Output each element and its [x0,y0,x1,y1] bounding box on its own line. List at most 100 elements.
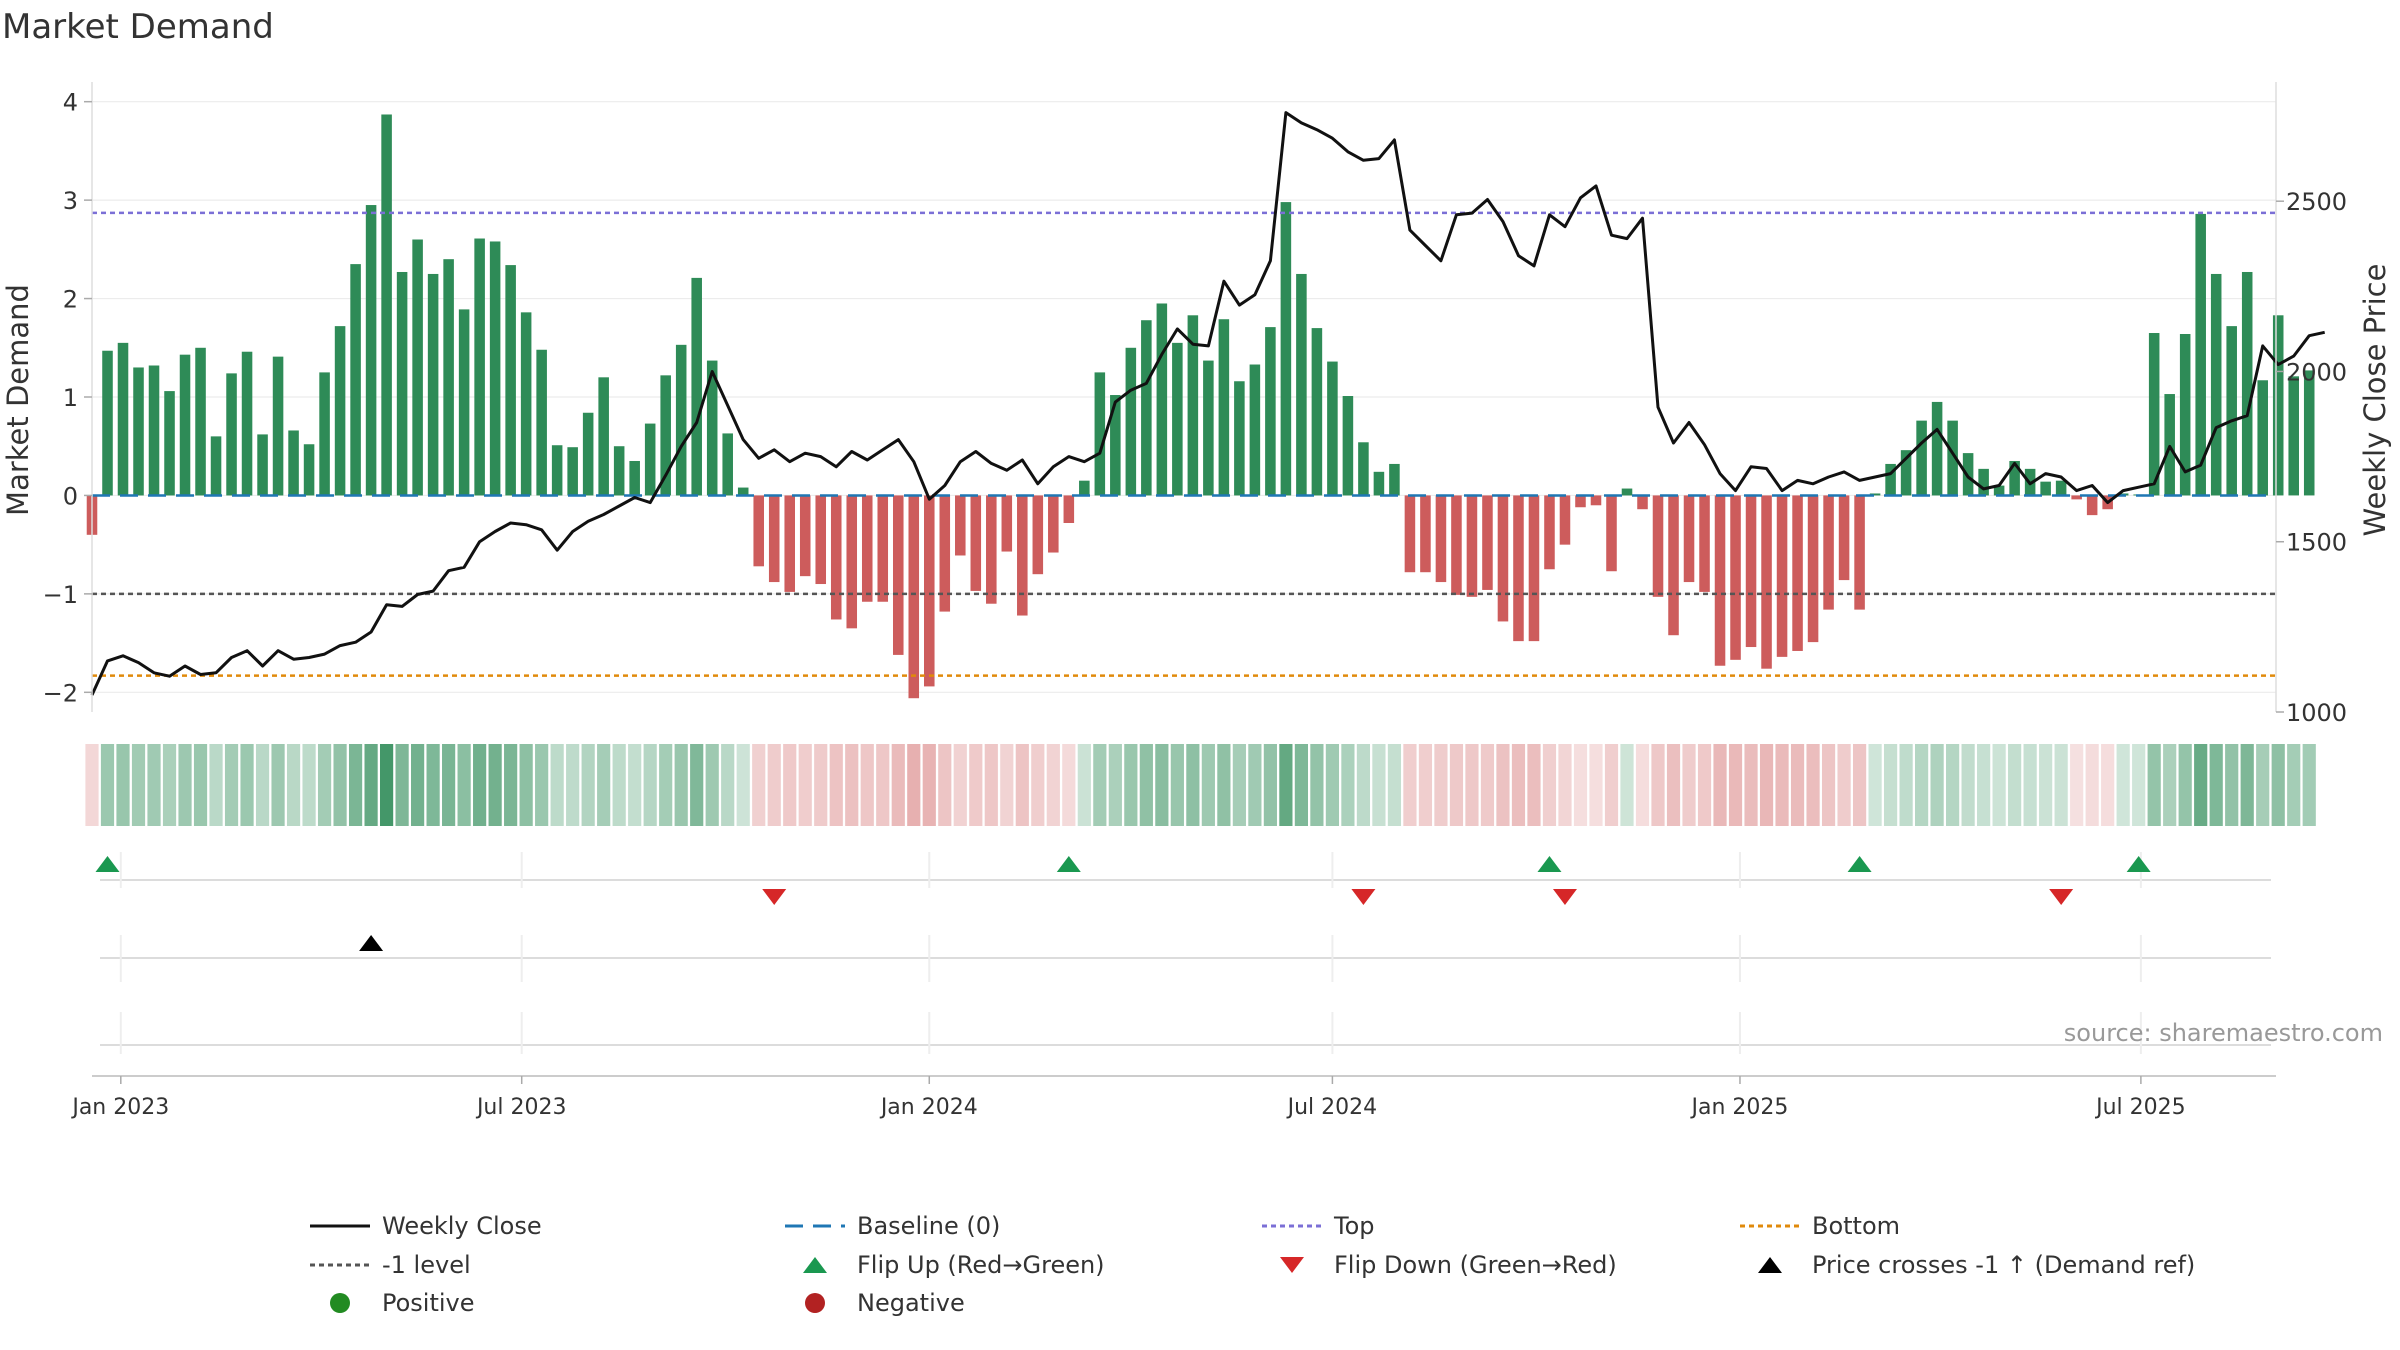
intensity-cell [1294,744,1308,826]
legend-negative-label: Negative [857,1289,965,1317]
intensity-cell [317,744,332,826]
intensity-cell [1883,744,1898,826]
intensity-cell [969,744,983,826]
intensity-cell [131,744,146,826]
source-note: source: sharemaestro.com [2064,1019,2383,1047]
intensity-cell [876,744,890,826]
flip-up-marker [1537,856,1562,872]
negative-demand-bar [1559,495,1571,545]
intensity-cell [1077,744,1091,826]
negative-demand-bar [1745,495,1757,648]
intensity-cell [2147,744,2161,826]
intensity-cell [721,744,735,826]
intensity-cell [178,744,192,826]
flip-down-marker [762,889,787,905]
intensity-cell [1651,744,1665,826]
positive-demand-bar [629,460,640,496]
positive-demand-bar [2195,213,2206,496]
flip-down-marker [2049,889,2074,905]
price-series [90,111,2326,696]
positive-demand-bar [644,423,656,496]
intensity-cell [1775,744,1789,826]
legend-flip-down-swatch [1280,1257,1304,1273]
intensity-cell [411,744,425,826]
flip-up-marker [2126,856,2151,872]
intensity-cell [2302,744,2316,826]
positive-demand-bar [1342,396,1354,496]
intensity-cell [1093,744,1107,826]
negative-demand-bar [830,495,842,620]
intensity-cell [1852,744,1867,826]
positive-demand-bar [2040,481,2051,496]
intensity-cell [829,744,843,826]
right-axis-label: Weekly Close Price [2358,264,2392,537]
negative-demand-bar [1017,495,1028,616]
x-tick-label: Jan 2024 [879,1095,978,1120]
x-tick-label: Jul 2024 [1286,1095,1378,1120]
intensity-cell [2070,744,2084,826]
intensity-cell [1046,744,1060,826]
positive-demand-bar [2226,326,2237,496]
negative-demand-bar [1714,495,1726,666]
intensity-cell [1155,744,1169,826]
intensity-cell [1946,744,1960,826]
intensity-cell [1325,744,1340,826]
intensity-cell [1418,744,1433,826]
negative-demand-bar [1590,495,1602,506]
legend-baseline-label: Baseline (0) [857,1212,1000,1240]
negative-demand-bar [768,495,780,583]
positive-demand-bar [598,377,609,496]
negative-demand-bar [1482,495,1493,590]
negative-demand-bar [1404,495,1416,573]
intensity-cell [1511,744,1526,826]
positive-demand-bar [505,265,516,496]
negative-demand-bar [1063,495,1075,523]
positive-demand-bar [1311,328,1323,496]
negative-demand-bar [986,495,997,604]
positive-demand-bar [2055,480,2067,496]
intensity-cell [1449,744,1464,826]
intensity-cell [1573,744,1588,826]
intensity-cell [488,744,502,826]
positive-demand-bar [2257,380,2268,496]
negative-demand-bar [1730,495,1741,660]
intensity-cell [1558,744,1572,826]
negative-demand-bar [1683,495,1695,583]
positive-demand-bar [443,259,454,496]
flip-down-marker [1351,889,1376,905]
negative-demand-bar [1048,495,1059,553]
intensity-cell [628,744,642,826]
intensity-cell [1341,744,1355,826]
positive-demand-bar [1869,493,1881,496]
intensity-cell [209,744,223,826]
intensity-cell [395,744,409,826]
negative-demand-bar [1420,495,1431,573]
positive-demand-bar [1079,480,1090,496]
intensity-cell [2132,744,2146,826]
positive-demand-bar [1187,315,1199,496]
negative-demand-bar [1001,495,1013,552]
intensity-cell [1527,744,1541,826]
demand-intensity-strip [85,744,2316,826]
positive-demand-bar [613,446,625,496]
intensity-cell [566,744,580,826]
intensity-cell [1744,744,1758,826]
chart-title: Market Demand [2,7,274,47]
positive-demand-bar [365,205,377,496]
positive-demand-bar [210,436,222,496]
intensity-cell [2101,744,2115,826]
x-tick-label: Jan 2025 [1690,1095,1789,1120]
positive-demand-bar [520,312,532,496]
intensity-cell [1248,744,1262,826]
intensity-cell [1821,744,1836,826]
weekly-close-line [90,111,2326,696]
intensity-cell [1697,744,1712,826]
intensity-cell [85,744,99,826]
intensity-cell [286,744,301,826]
negative-demand-bar [2071,495,2082,500]
intensity-cell [1279,744,1293,826]
negative-demand-bar [861,495,873,602]
positive-demand-bar [536,349,547,496]
left-tick-label: 0 [63,482,78,510]
negative-demand-bar [815,495,827,585]
